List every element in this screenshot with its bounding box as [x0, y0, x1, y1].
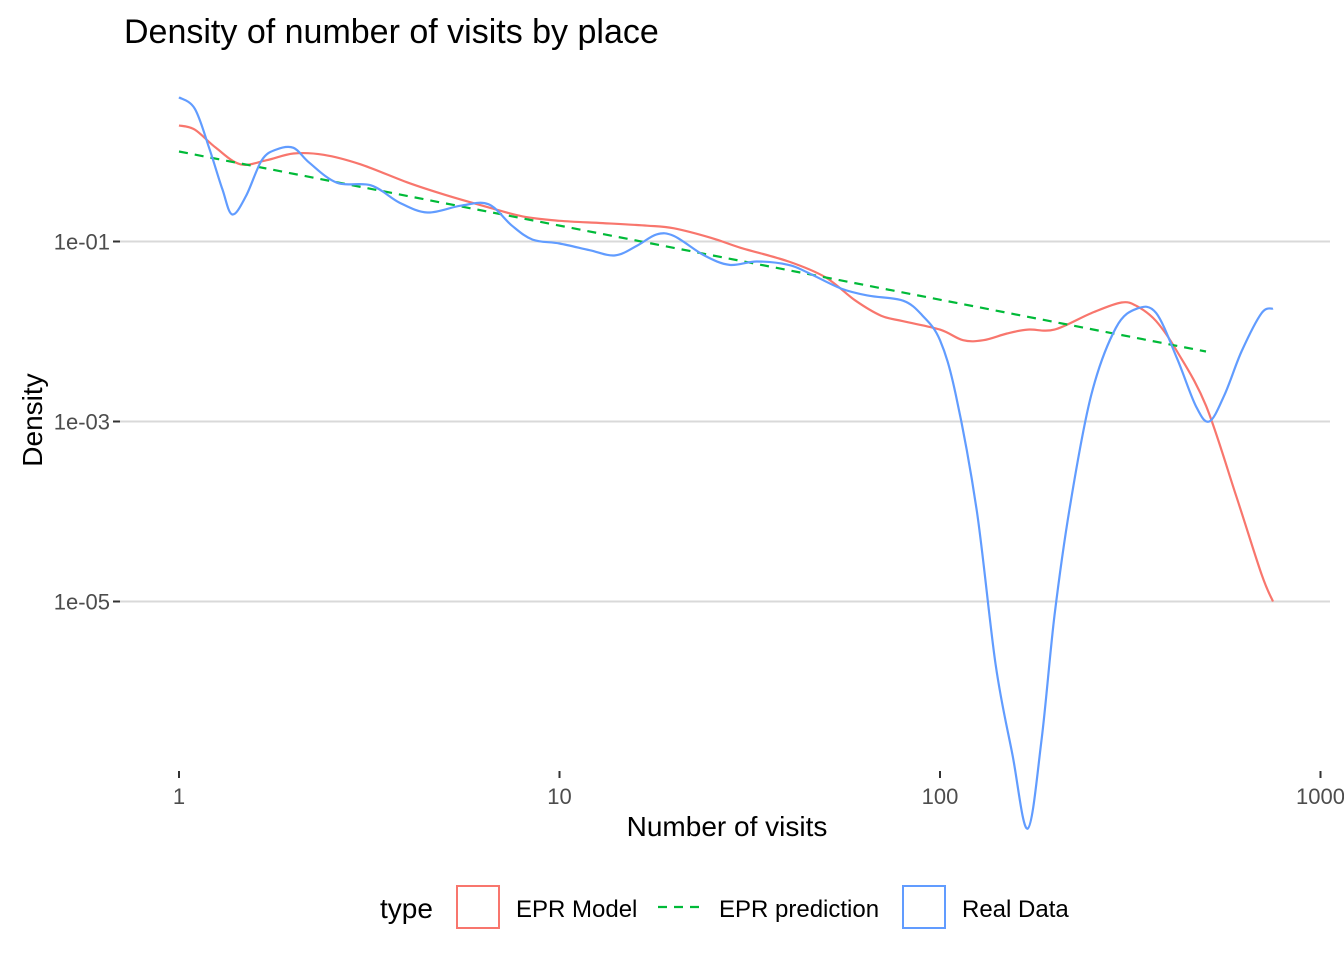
- y-axis-title: Density: [17, 373, 48, 466]
- x-axis-title: Number of visits: [627, 811, 828, 842]
- legend: type EPR Model EPR prediction Real Data: [380, 885, 1069, 929]
- series-line-real-data: [178, 96, 1274, 830]
- series-line-epr-model: [178, 124, 1275, 602]
- series-layer: [178, 96, 1275, 830]
- y-tick-label: 1e-05: [54, 590, 110, 615]
- legend-label-epr-model: EPR Model: [516, 896, 637, 923]
- legend-label-epr-prediction: EPR prediction: [719, 896, 879, 923]
- legend-label-real-data: Real Data: [962, 896, 1069, 923]
- y-tick-label: 1e-03: [54, 410, 110, 435]
- x-tick-label: 100: [922, 784, 959, 809]
- y-tick-label: 1e-01: [54, 230, 110, 255]
- series-line-epr-prediction: [178, 150, 1207, 353]
- legend-title: type: [380, 893, 433, 924]
- x-tick-label: 1: [173, 784, 185, 809]
- legend-key-epr-model: [456, 885, 500, 929]
- legend-key-real-data: [902, 885, 946, 929]
- axis-layer: 1e-01 1e-03 1e-05 1 10 100 1000: [54, 230, 1344, 810]
- grid-layer: [120, 240, 1330, 603]
- chart-title: Density of number of visits by place: [124, 13, 659, 51]
- x-tick-label: 10: [547, 784, 571, 809]
- x-tick-label: 1000: [1296, 784, 1344, 809]
